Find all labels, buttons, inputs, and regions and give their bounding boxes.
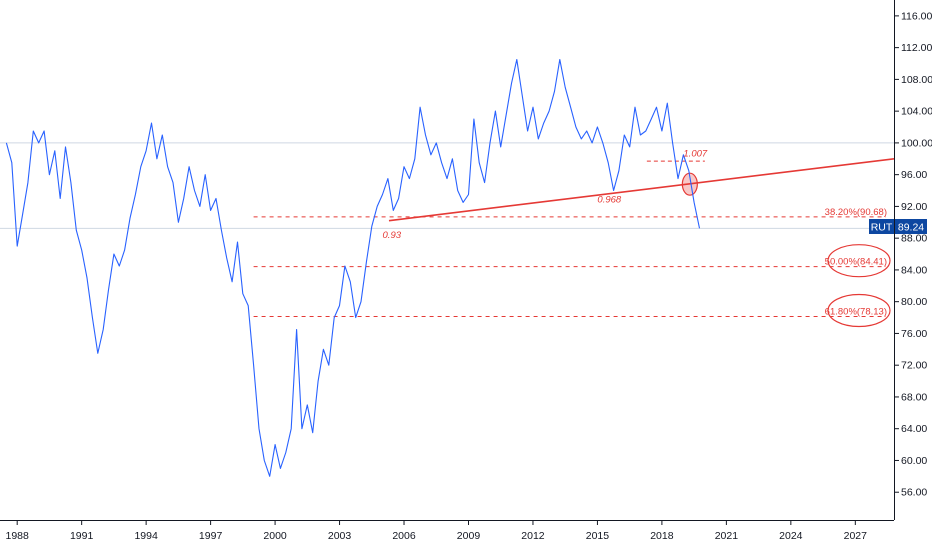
x-tick-label: 2015 (586, 530, 610, 542)
x-tick-label: 2000 (263, 530, 287, 542)
y-tick-label: 60.00 (901, 455, 927, 467)
trendline-value-label: 1.007 (683, 148, 707, 159)
y-tick-label: 72.00 (901, 360, 927, 372)
y-tick-label: 104.00 (901, 106, 932, 118)
y-tick-label: 88.00 (901, 233, 927, 245)
trendline-value-label: 0.93 (383, 230, 402, 241)
y-tick-label: 56.00 (901, 487, 927, 499)
fib-level-label: 38.20%(90.68) (825, 207, 887, 218)
y-tick-label: 112.00 (901, 42, 932, 54)
breakdown-marker (681, 172, 698, 196)
x-tick-label: 2009 (457, 530, 481, 542)
last-price-label: 89.24 (898, 222, 924, 234)
annotation-labels: 38.20%(90.68) 50.00%(84.41) 61.80%(78.13) 0… (383, 148, 891, 328)
x-tick-label: 2027 (844, 530, 868, 542)
y-tick-label: 80.00 (901, 296, 927, 308)
trendline-group (388, 157, 895, 222)
trendline-value-label: 0.968 (597, 194, 621, 205)
x-tick-label: 2024 (779, 530, 803, 542)
x-tick-label: 2003 (328, 530, 352, 542)
y-tick-label: 108.00 (901, 74, 932, 86)
last-price-badge: RUT 89.24 (869, 219, 927, 234)
x-tick-label: 1997 (199, 530, 223, 542)
series-line[interactable] (5, 58, 701, 477)
x-tick-label: 2021 (715, 530, 739, 542)
y-tick-label: 84.00 (901, 264, 927, 276)
x-tick-label: 2012 (521, 530, 545, 542)
y-tick-label: 96.00 (901, 169, 927, 181)
y-tick-label: 116.00 (901, 10, 932, 22)
y-tick-label: 68.00 (901, 391, 927, 403)
x-tick-label: 1994 (134, 530, 158, 542)
x-tick-label: 2018 (650, 530, 674, 542)
x-tick-label: 1991 (70, 530, 94, 542)
y-tick-label: 76.00 (901, 328, 927, 340)
fib-level-label: 61.80%(78.13) (825, 307, 887, 318)
y-tick-label: 64.00 (901, 423, 927, 435)
symbol-label: RUT (871, 222, 893, 234)
y-axis[interactable]: 56.00 60.00 64.00 68.00 72.00 76.00 80.00 84.00… (894, 10, 932, 499)
x-axis[interactable]: 1988 1991 1994 1997 2000 2003 2006 2009 2012 2015… (6, 520, 868, 542)
fib-level-circle (827, 244, 891, 278)
x-tick-label: 1988 (6, 530, 30, 542)
fib-level-label: 50.00%(84.41) (825, 257, 887, 268)
y-tick-label: 100.00 (901, 137, 932, 149)
price-series[interactable] (5, 58, 701, 477)
fibonacci-levels (253, 216, 886, 318)
trendline[interactable] (388, 157, 895, 222)
x-tick-label: 2006 (392, 530, 416, 542)
y-tick-label: 92.00 (901, 201, 927, 213)
fib-level-circle (827, 293, 891, 328)
